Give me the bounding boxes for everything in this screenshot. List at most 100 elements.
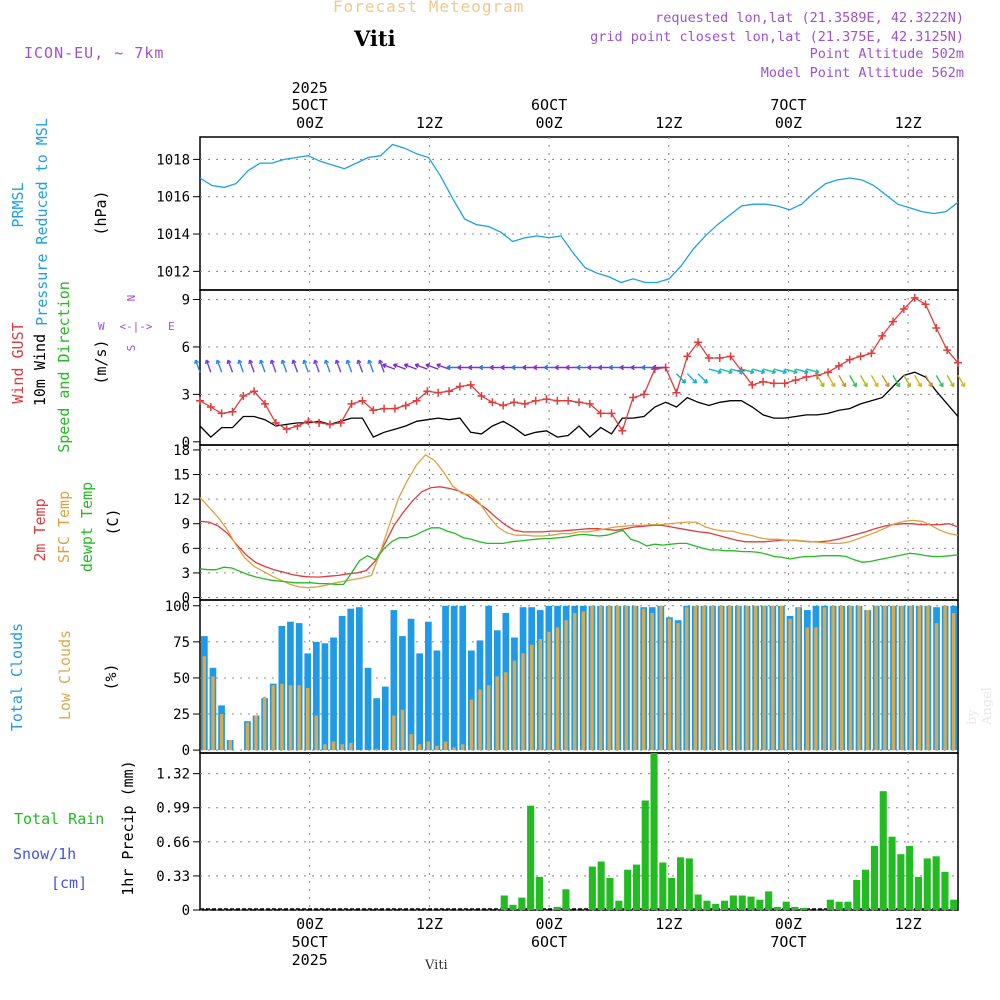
precip-bar: [729, 895, 737, 910]
low-cloud-bar: [641, 608, 646, 751]
precip-label-cm: [cm]: [51, 874, 87, 892]
precip-bar: [685, 858, 693, 910]
low-cloud-bar: [762, 605, 766, 751]
temperature-ytick-label: 6: [182, 541, 190, 557]
temp-sfc-line: [199, 453, 959, 589]
wind-direction-arrow: [849, 375, 857, 388]
wind-gust-marker: [423, 387, 432, 396]
low-cloud-bar: [598, 605, 603, 751]
wind-direction-arrow: [827, 375, 836, 388]
wind-gust-marker: [834, 361, 843, 370]
pressure-ytick-label: 1016: [156, 190, 190, 206]
wind-gust-marker: [694, 338, 703, 347]
wind-direction-arrow: [903, 375, 912, 388]
total-cloud-bar: [364, 667, 372, 751]
temperature-ytick-label: 9: [182, 517, 190, 533]
wind-direction-arrow: [269, 359, 277, 373]
precip-bar: [562, 889, 570, 910]
temp-dewpt-line: [199, 527, 959, 586]
total-cloud-bar: [459, 605, 467, 751]
total-cloud-bar: [450, 605, 458, 751]
low-cloud-bar: [779, 605, 784, 751]
low-cloud-bar: [349, 742, 353, 751]
precip-bar: [923, 858, 931, 910]
wind-gust-line: [199, 297, 959, 433]
low-cloud-bar: [685, 607, 689, 751]
wind-gust-marker: [802, 372, 811, 381]
total-cloud-bar: [313, 641, 320, 751]
low-cloud-bar: [865, 610, 870, 751]
wind-gust-marker: [824, 368, 833, 377]
low-cloud-bar: [435, 745, 439, 751]
wind-gust-marker: [315, 418, 324, 427]
precip-bar: [535, 876, 543, 910]
low-cloud-bar: [788, 618, 792, 751]
wind-gust-marker: [748, 380, 757, 389]
wind-direction-arrow: [324, 359, 331, 373]
top-axis-hour: 00Z: [536, 114, 563, 132]
wind-gust-marker: [845, 355, 854, 364]
low-cloud-bar: [943, 605, 947, 751]
compass-north: N: [125, 295, 138, 302]
low-cloud-bar: [710, 605, 715, 751]
precip-bar: [906, 846, 914, 910]
low-cloud-bar: [917, 605, 921, 751]
low-cloud-bar: [521, 653, 525, 751]
low-cloud-bar: [590, 605, 594, 751]
wind-gust-marker: [629, 393, 638, 402]
grid-point-coords: grid point closest lon,lat (21.375E, 42.…: [590, 29, 964, 45]
low-cloud-bar: [573, 613, 577, 751]
clouds-ytick-label: 100: [165, 599, 190, 615]
top-axis-hour: 00Z: [296, 114, 323, 132]
wind-direction-arrow: [784, 368, 798, 375]
wind-gust-marker: [304, 417, 313, 426]
bottom-axis-label: 2025: [292, 951, 328, 969]
low-cloud-bar: [909, 605, 913, 751]
footer-location: Viti: [425, 958, 448, 973]
low-cloud-bar: [659, 605, 663, 751]
low-cloud-bar: [512, 660, 517, 751]
low-cloud-bar: [840, 605, 844, 751]
temperature-ytick-label: 0: [182, 591, 190, 607]
low-cloud-bar: [486, 685, 491, 751]
wind-direction-arrow: [237, 359, 244, 373]
wind-direction-arrow: [619, 364, 634, 371]
precip-bar: [835, 901, 843, 910]
compass-arrow: <-|->: [119, 320, 152, 333]
compass-east: E: [168, 320, 175, 333]
wind-direction-arrow: [204, 359, 212, 373]
wind-direction-arrow: [795, 368, 809, 375]
low-cloud-bar: [314, 715, 318, 751]
low-cloud-bar: [297, 685, 301, 751]
precip-bar: [738, 895, 746, 910]
low-cloud-bar: [753, 605, 758, 751]
clouds-unit: (%): [102, 663, 120, 690]
low-cloud-bar: [409, 734, 413, 751]
low-cloud-bar: [547, 631, 551, 751]
low-cloud-bar: [745, 605, 749, 751]
wind-direction-arrow: [345, 359, 353, 373]
wind-direction-arrow: [378, 359, 385, 373]
wind-gust-marker: [217, 409, 226, 418]
wind-direction-arrow: [425, 363, 439, 370]
wind-direction-arrow: [816, 375, 825, 388]
bottom-axis-label: 6OCT: [531, 933, 567, 951]
total-cloud-bar: [381, 686, 389, 751]
low-cloud-bar: [555, 627, 560, 751]
total-cloud-bar: [442, 605, 449, 751]
wind-gust-marker: [639, 390, 648, 399]
wind-direction-arrow: [762, 368, 777, 375]
wind-gust-marker: [445, 387, 454, 396]
precip-bar: [721, 900, 729, 910]
temp-label-dewpt: dewpt Temp: [78, 482, 96, 572]
low-cloud-bar: [676, 623, 680, 751]
low-cloud-bar: [426, 741, 430, 751]
low-cloud-bar: [469, 699, 474, 751]
bottom-axis-label: 00Z: [536, 915, 563, 933]
precip-bar: [677, 857, 685, 910]
precip-bar: [941, 871, 949, 910]
low-cloud-bar: [280, 683, 284, 751]
precip-bar: [650, 753, 658, 910]
wind-ytick-label: 6: [182, 340, 190, 356]
wind-gust-marker: [780, 379, 789, 388]
